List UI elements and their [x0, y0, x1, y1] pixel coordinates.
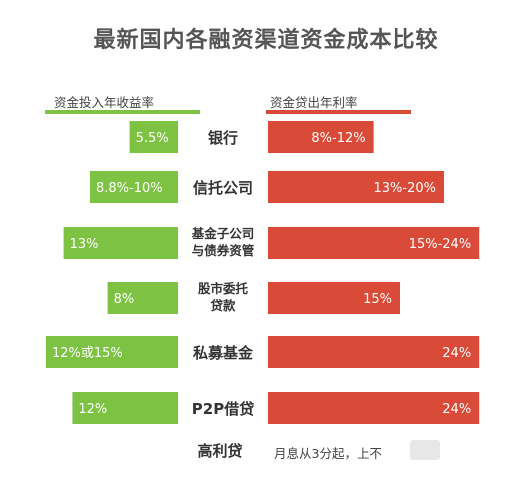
category-label: 银行	[208, 129, 238, 147]
left-bar	[46, 336, 178, 368]
category-label: P2P借贷	[192, 400, 254, 418]
footer-note: 月息从3分起，上不	[274, 446, 382, 461]
right-bar-label: 15%	[363, 292, 392, 307]
right-bar-label: 15%-24%	[409, 237, 471, 252]
right-series-header: 资金贷出年利率	[270, 95, 358, 110]
right-bar-label: 13%-20%	[374, 181, 436, 196]
category-label: 贷款	[210, 298, 236, 313]
right-bar	[268, 171, 444, 203]
left-bar	[129, 121, 178, 153]
right-bar	[268, 227, 480, 259]
right-bar-label: 8%-12%	[311, 131, 365, 146]
left-bar	[107, 282, 178, 314]
left-bar	[72, 392, 178, 424]
category-label: 基金子公司	[191, 226, 255, 241]
left-bar-label: 12%	[78, 402, 107, 417]
category-label: 与债券资管	[192, 243, 255, 258]
category-label: 信托公司	[193, 179, 253, 197]
category-label: 股市委托	[198, 281, 249, 296]
left-bar-label: 8%	[114, 292, 135, 307]
right-bar	[268, 336, 480, 368]
left-bar	[63, 227, 178, 259]
left-bar-label: 13%	[70, 237, 99, 252]
category-label: 私募基金	[192, 344, 254, 362]
left-series-header: 资金投入年收益率	[54, 95, 155, 110]
left-bar	[90, 171, 178, 203]
right-bar	[268, 121, 374, 153]
right-header-underline	[266, 110, 411, 114]
footer-category-label: 高利贷	[197, 442, 243, 460]
left-bar-label: 5.5%	[136, 131, 169, 146]
right-bar	[268, 282, 400, 314]
right-bar	[268, 392, 480, 424]
left-header-underline	[45, 110, 200, 114]
left-bar-label: 12%或15%	[52, 346, 123, 361]
right-bar-label: 24%	[442, 346, 471, 361]
right-bar-label: 24%	[442, 402, 471, 417]
blurred-text-mask	[410, 440, 440, 460]
chart-title: 最新国内各融资渠道资金成本比较	[93, 28, 439, 53]
left-bar-label: 8.8%-10%	[96, 181, 163, 196]
